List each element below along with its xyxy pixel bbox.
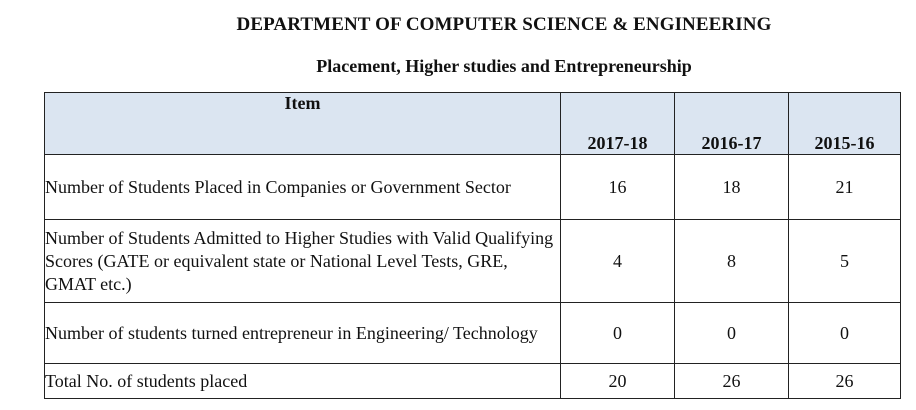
column-header-2015-16: 2015-16 [788,92,901,155]
table-row-total: Total No. of students placed 20 26 26 [44,363,901,399]
row-value-2015-16: 0 [788,302,901,364]
row-value-2017-18: 0 [560,302,675,364]
row-value-2017-18: 20 [560,363,675,399]
row-item-label: Number of Students Placed in Companies o… [44,154,561,220]
column-header-2017-18: 2017-18 [560,92,675,155]
column-header-2016-17: 2016-17 [674,92,789,155]
column-header-item: Item [44,92,561,155]
row-value-2016-17: 8 [674,219,789,303]
row-value-2015-16: 5 [788,219,901,303]
row-value-2015-16: 21 [788,154,901,220]
table-row: Number of Students Placed in Companies o… [44,154,901,220]
table-row: Number of Students Admitted to Higher St… [44,219,901,303]
department-title: DEPARTMENT OF COMPUTER SCIENCE & ENGINEE… [236,14,772,35]
row-value-2017-18: 16 [560,154,675,220]
table-header-row: Item 2017-18 2016-17 2015-16 [44,92,901,155]
row-item-label: Number of students turned entrepreneur i… [44,302,561,364]
row-value-2015-16: 26 [788,363,901,399]
row-item-label: Total No. of students placed [44,363,561,399]
row-value-2017-18: 4 [560,219,675,303]
row-value-2016-17: 26 [674,363,789,399]
row-item-label: Number of Students Admitted to Higher St… [44,219,561,303]
row-value-2016-17: 0 [674,302,789,364]
row-value-2016-17: 18 [674,154,789,220]
placement-table: Item 2017-18 2016-17 2015-16 Number of S… [44,92,901,399]
table-row: Number of students turned entrepreneur i… [44,302,901,364]
section-subtitle: Placement, Higher studies and Entreprene… [316,56,692,76]
